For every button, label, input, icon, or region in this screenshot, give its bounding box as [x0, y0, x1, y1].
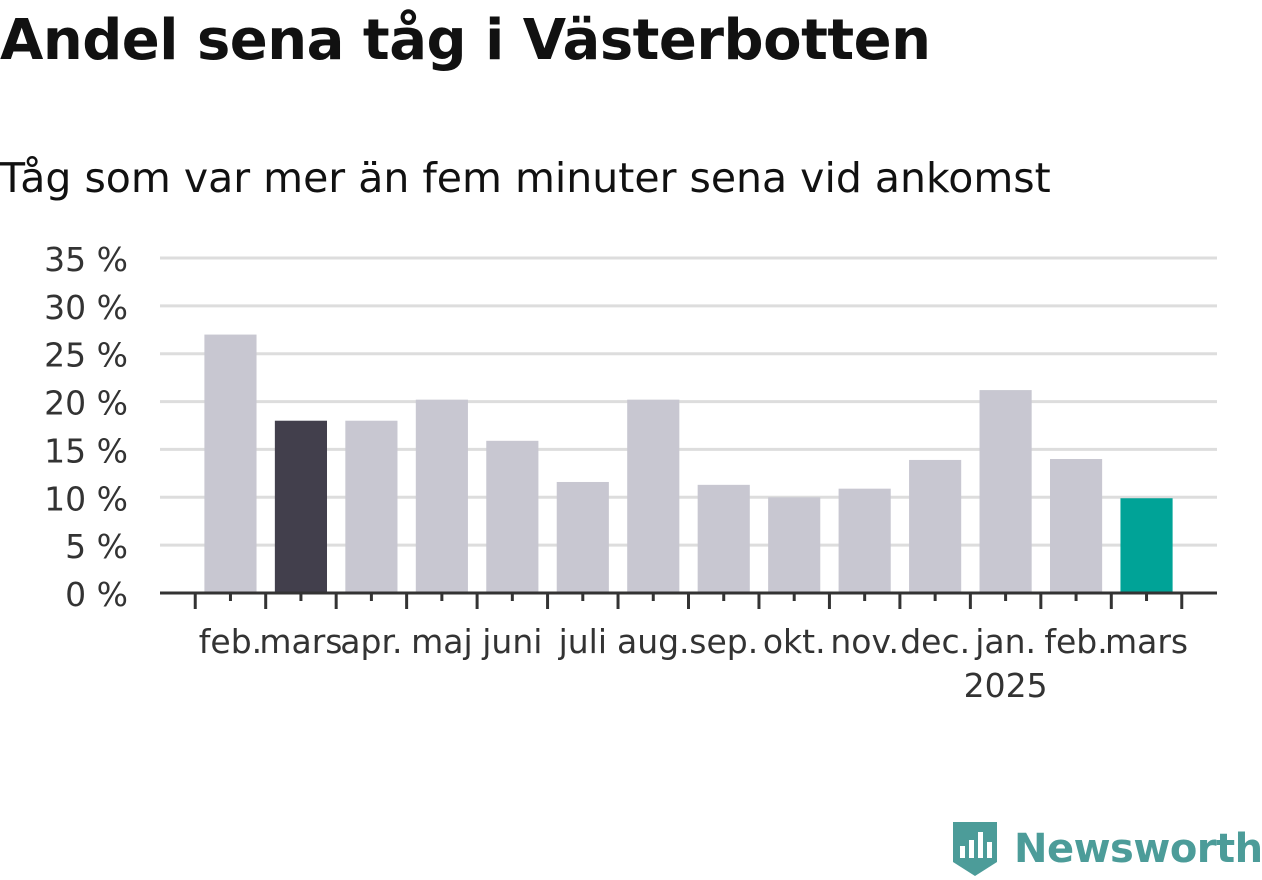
- bar: [979, 390, 1032, 593]
- brand-name: Newsworthy: [1014, 826, 1262, 872]
- chart-subtitle: Tåg som var mer än fem minuter sena vid …: [0, 154, 1051, 202]
- y-tick-label: 10 %: [44, 479, 128, 518]
- bar: [415, 399, 468, 593]
- x-tick-label: apr.: [340, 622, 402, 661]
- bar: [909, 459, 962, 593]
- x-tick-label: feb.: [199, 622, 262, 661]
- bar: [697, 484, 750, 593]
- bars: [204, 334, 1173, 593]
- bar: [1120, 498, 1173, 593]
- x-tick-label: mars: [1105, 622, 1188, 661]
- x-tick-label: maj: [411, 622, 473, 661]
- y-axis-ticks: 0 % 5 % 10 % 15 % 20 % 25 % 30 % 35 %: [44, 240, 128, 614]
- bar: [274, 420, 328, 593]
- x-tick-year-label: 2025: [964, 666, 1048, 705]
- bar: [768, 497, 821, 593]
- y-tick-label: 35 %: [44, 240, 128, 279]
- bar: [627, 399, 680, 593]
- x-tick-label: feb.: [1044, 622, 1107, 661]
- y-tick-label: 20 %: [44, 384, 128, 423]
- newsworthy-logo-icon: [953, 822, 997, 876]
- chart-title: Andel sena tåg i Västerbotten: [0, 8, 931, 73]
- bar-chart: 0 %5 %10 %15 %20 %25 %30 %35 % feb.marsa…: [44, 240, 1217, 705]
- newsworthy-logo: Newsworthy: [950, 818, 1262, 880]
- y-tick-label: 30 %: [44, 288, 128, 327]
- bar: [838, 488, 891, 593]
- x-tick-label: okt.: [763, 622, 826, 661]
- x-tick-label: juli: [558, 622, 607, 661]
- y-tick-label: 15 %: [44, 431, 128, 470]
- x-tick-label: nov.: [830, 622, 899, 661]
- x-tick-label: aug.: [617, 622, 690, 661]
- y-tick-label: 0 %: [65, 575, 128, 614]
- x-tick-label: dec.: [900, 622, 970, 661]
- bar: [345, 420, 398, 593]
- gridlines: [160, 256, 1217, 547]
- x-tick-label: jan.: [974, 622, 1036, 661]
- bar: [1049, 459, 1103, 593]
- x-tick-label: mars: [259, 622, 342, 661]
- x-tick-label: juni: [481, 622, 542, 661]
- bar: [556, 481, 609, 593]
- bar: [204, 334, 257, 593]
- x-axis: [160, 591, 1217, 609]
- bar: [486, 440, 539, 593]
- y-tick-label: 25 %: [44, 336, 128, 375]
- y-tick-label: 5 %: [65, 527, 128, 566]
- x-tick-label: sep.: [689, 622, 758, 661]
